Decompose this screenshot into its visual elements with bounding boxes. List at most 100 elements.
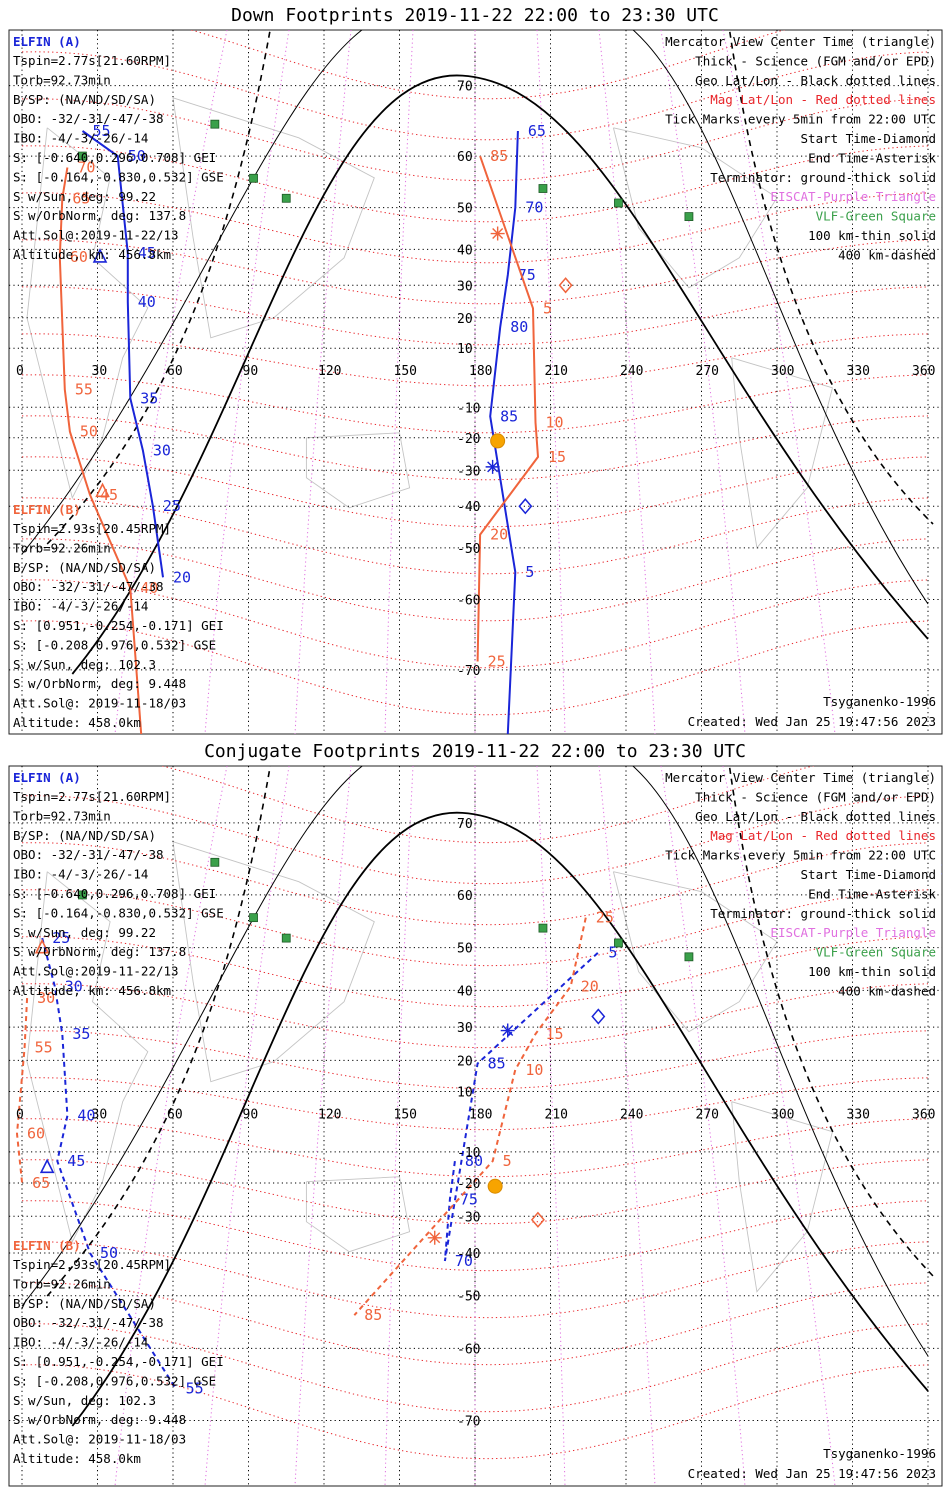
elfin-a-param: IBO: -4/-3/-26/-14 [13, 867, 148, 882]
lon-tick-label: 120 [318, 1108, 341, 1123]
elfin-b-label: ELFIN (B) [13, 1238, 81, 1253]
legend-entry: Terminator: ground-thick solid [710, 170, 936, 185]
track-tick-label: 30 [37, 989, 55, 1007]
vlf-station-square [684, 212, 694, 221]
coastline-outline [612, 127, 778, 289]
panel-title: Conjugate Footprints 2019-11-22 22:00 to… [204, 741, 746, 762]
vlf-station-square [78, 890, 87, 900]
elfin-b-param: S: [0.951,-0.254,-0.171] GEI [13, 618, 224, 633]
elfin-a-param: S w/OrbNorm, deg: 137.8 [13, 208, 186, 223]
elfin-b-param: B/SP: (NA/ND/SD/SA) [13, 560, 156, 575]
lat-tick-label: 70 [457, 80, 473, 95]
footprint-track-line [476, 155, 540, 662]
legend-entry: VLF-Green Square [816, 209, 936, 224]
elfin-a-param: Torb=92.73min [13, 808, 111, 823]
track-tick-label: 65 [528, 122, 546, 140]
elfin-b-param: S w/OrbNorm, deg: 9.448 [13, 1412, 186, 1427]
track-tick-label: 10 [525, 1061, 543, 1079]
footprint-track-line [15, 998, 29, 1184]
start-triangle-marker [92, 248, 108, 263]
mag-parallel [21, 497, 929, 575]
start-diamond-marker [591, 1008, 606, 1025]
lat-tick-label: 10 [457, 342, 473, 357]
vlf-station-square [249, 173, 258, 183]
lat-tick-label: -30 [457, 464, 480, 479]
end-asterisk-marker [427, 1230, 442, 1245]
legend-entry: Mercator View Center Time (triangle) [665, 34, 936, 49]
panel-title: Down Footprints 2019-11-22 22:00 to 23:3… [231, 5, 719, 26]
legend: Mercator View Center Time (triangle) Thic… [665, 34, 936, 262]
legend-entry: Mercator View Center Time (triangle) [665, 770, 936, 785]
mag-meridian [204, 30, 290, 734]
elfin-b-param: S: [-0.208,0.976,0.532] GSE [13, 637, 216, 652]
elfin-b-track: 70 65 60 55 50 45 40 35 85 5 10 15 20 25 [58, 147, 566, 766]
coastline-outline [731, 1101, 833, 1293]
mag-meridians [114, 30, 836, 734]
lon-tick-label: 270 [696, 1108, 719, 1123]
elfin-b-param: Att.Sol@: 2019-11-18/03 [13, 696, 186, 711]
start-triangle-marker [39, 1158, 55, 1174]
axis-tick-labels: 0 30 60 90 120 150 180 210 240 270 300 330 360 70 60 50… [16, 80, 935, 679]
track-tick-label: 85 [490, 147, 508, 165]
mag-parallel [21, 1364, 929, 1460]
track-tick-label: 35 [140, 389, 158, 407]
vlf-station-square [684, 952, 694, 962]
mag-grid [21, 30, 929, 716]
mag-meridian [294, 30, 352, 734]
mag-parallel [189, 30, 786, 100]
mag-meridian [598, 766, 656, 1486]
terminator-ground [71, 74, 929, 675]
lat-tick-label: 30 [457, 279, 473, 294]
track-markers [34, 938, 606, 1245]
legend-entry: Mag Lat/Lon - Red dotted lines [710, 92, 936, 107]
lon-tick-label: 60 [167, 1108, 183, 1123]
legend-entry: Geo Lat/Lon - Black dotted lines [695, 809, 936, 824]
legend-entry: Thick - Science (FGM and/or EPD) [695, 789, 936, 804]
legend-entry: 400 km-dashed [838, 247, 936, 262]
elfin-a-param: S w/Sun, deg: 99.22 [13, 189, 156, 204]
track-tick-label: 35 [153, 748, 171, 766]
track-tick-label: 45 [67, 1152, 85, 1170]
lat-tick-label: -40 [457, 500, 480, 515]
lon-tick-label: 300 [771, 1108, 794, 1123]
coastlines [26, 97, 833, 549]
elfin-b-param: Torb=92.26min [13, 1276, 111, 1291]
track-tick-label: 20 [173, 568, 191, 586]
lat-tick-label: -50 [457, 1290, 480, 1305]
lon-tick-label: 120 [318, 364, 341, 379]
elfin-a-param: S: [-0.640,0.296,0.708] GEI [13, 886, 216, 901]
mag-parallel [21, 333, 929, 387]
footprint-track-line [489, 130, 519, 734]
mag-parallel [21, 374, 929, 434]
vlf-station-square [78, 151, 87, 161]
mag-meridian [660, 30, 746, 734]
lat-tick-label: -10 [457, 1146, 480, 1161]
lat-tick-label: -60 [457, 593, 480, 608]
coastlines [26, 841, 833, 1293]
track-tick-label: 75 [460, 1190, 478, 1208]
elfin-a-param: S w/OrbNorm, deg: 137.8 [13, 944, 186, 959]
vlf-station-square [538, 923, 548, 933]
lat-tick-label: 20 [457, 312, 473, 327]
lon-tick-label: 330 [847, 364, 870, 379]
lon-tick-label: 330 [847, 1108, 870, 1123]
track-tick-label: 50 [128, 147, 146, 165]
track-tick-label: 80 [510, 318, 528, 336]
legend: Mercator View Center Time (triangle) Thic… [665, 770, 936, 998]
lon-tick-label: 210 [545, 364, 568, 379]
footprint-track-line [81, 130, 164, 578]
track-tick-label: 70 [525, 199, 543, 217]
elfin-b-param: OBO: -32/-31/-47/-38 [13, 1315, 164, 1330]
track-tick-label: 20 [941, 860, 950, 878]
lon-tick-label: 60 [167, 364, 183, 379]
track-tick-label: 50 [100, 1244, 118, 1262]
elfin-a-param: IBO: -4/-3/-26/-14 [13, 131, 148, 146]
coastline-outline [731, 357, 833, 549]
elfin-b-param: S w/OrbNorm, deg: 9.448 [13, 676, 186, 691]
footprint-track-line [41, 937, 177, 1389]
vlf-station-square [210, 119, 220, 129]
mag-parallel [21, 1282, 929, 1366]
lat-tick-label: 20 [457, 1054, 473, 1069]
lat-tick-label: 50 [457, 942, 473, 957]
mag-meridian [536, 766, 566, 1486]
